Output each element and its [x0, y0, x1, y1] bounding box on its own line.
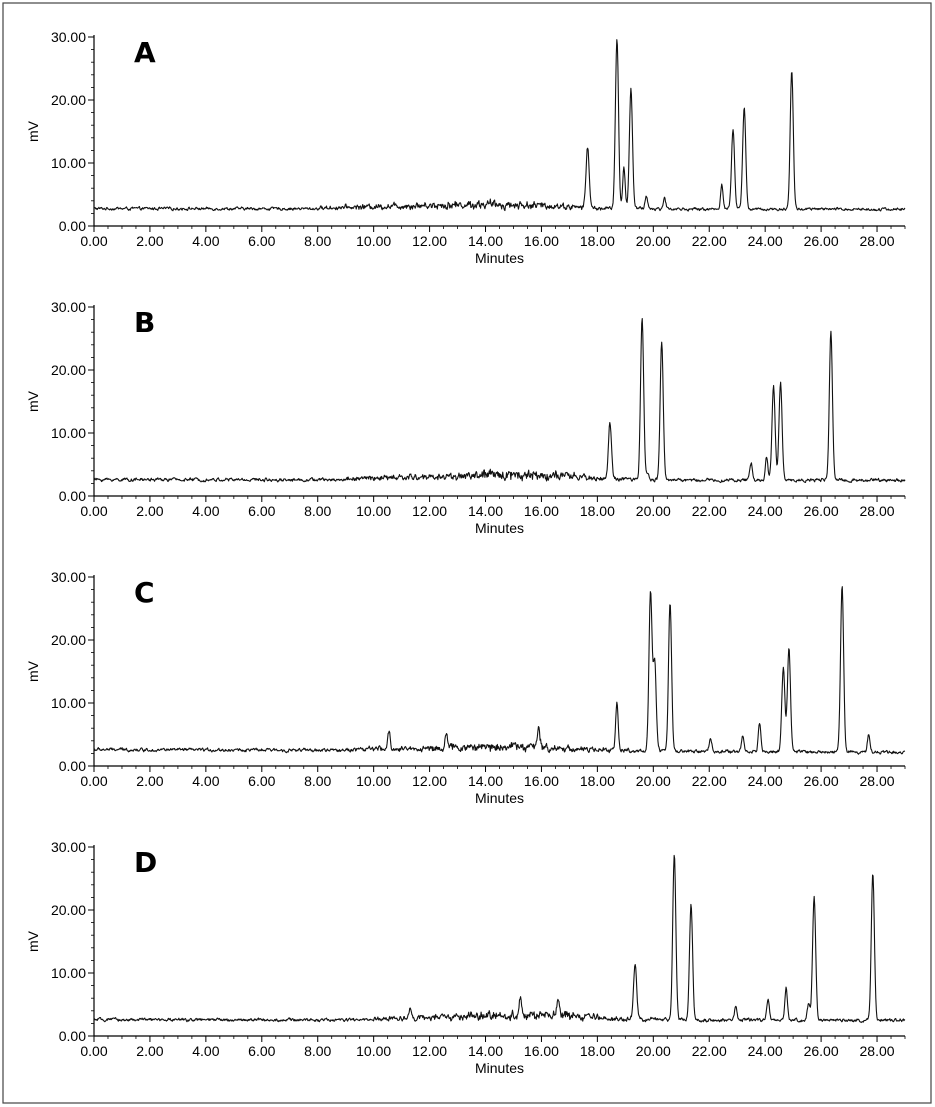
x-tick-label: 2.00: [136, 1043, 163, 1059]
x-tick-label: 22.00: [692, 503, 727, 519]
x-tick-label: 4.00: [192, 503, 219, 519]
x-tick-label: 16.00: [524, 1043, 559, 1059]
x-tick-label: 2.00: [136, 773, 163, 789]
x-tick-label: 24.00: [748, 233, 783, 249]
x-tick-label: 8.00: [304, 503, 331, 519]
x-tick-label: 24.00: [748, 773, 783, 789]
x-tick-label: 6.00: [248, 503, 275, 519]
panel-label: A: [134, 36, 156, 69]
x-tick-label: 28.00: [860, 773, 895, 789]
x-axis-title: Minutes: [475, 520, 524, 536]
x-tick-label: 28.00: [860, 1043, 895, 1059]
y-tick-label: 20.00: [51, 632, 86, 648]
y-tick-label: 20.00: [51, 92, 86, 108]
y-tick-label: 10.00: [51, 695, 86, 711]
x-tick-label: 8.00: [304, 1043, 331, 1059]
x-tick-label: 18.00: [580, 503, 615, 519]
x-tick-label: 28.00: [860, 233, 895, 249]
x-tick-label: 0.00: [80, 1043, 107, 1059]
x-tick-label: 16.00: [524, 773, 559, 789]
x-axis-title: Minutes: [475, 1060, 524, 1076]
panel-label: C: [134, 576, 155, 609]
y-tick-label: 10.00: [51, 155, 86, 171]
chart-panel-a: 0.00 10.00 20.00 30.00 0.00 2.00 4.00 6.00 8.00 1…: [25, 29, 906, 266]
chart-panel-d: 0.00 10.00 20.00 30.00 0.00 2.00 4.00 6.00 8.00 1…: [25, 839, 906, 1076]
x-tick-label: 10.00: [356, 503, 391, 519]
x-tick-label: 28.00: [860, 503, 895, 519]
x-tick-label: 14.00: [468, 773, 503, 789]
x-tick-label: 10.00: [356, 1043, 391, 1059]
x-tick-label: 10.00: [356, 773, 391, 789]
y-tick-label: 10.00: [51, 965, 86, 981]
x-tick-label: 18.00: [580, 233, 615, 249]
y-tick-label: 30.00: [51, 299, 86, 315]
x-tick-label: 0.00: [80, 503, 107, 519]
y-tick-label: 20.00: [51, 902, 86, 918]
x-axis-title: Minutes: [475, 250, 524, 266]
x-tick-label: 26.00: [804, 773, 839, 789]
x-tick-label: 18.00: [580, 773, 615, 789]
x-tick-label: 12.00: [412, 503, 447, 519]
x-tick-label: 16.00: [524, 233, 559, 249]
series-line: [93, 39, 906, 212]
x-tick-label: 12.00: [412, 1043, 447, 1059]
y-tick-label: 0.00: [59, 1028, 86, 1044]
series-line: [93, 854, 906, 1024]
x-tick-label: 2.00: [136, 503, 163, 519]
x-tick-label: 22.00: [692, 773, 727, 789]
x-tick-label: 0.00: [80, 773, 107, 789]
series-line: [93, 318, 906, 484]
x-tick-label: 14.00: [468, 503, 503, 519]
series-line: [93, 586, 906, 755]
x-tick-label: 12.00: [412, 773, 447, 789]
x-tick-label: 20.00: [636, 233, 671, 249]
y-tick-label: 0.00: [59, 758, 86, 774]
x-tick-label: 22.00: [692, 1043, 727, 1059]
y-axis-title: mV: [25, 930, 41, 952]
y-tick-label: 30.00: [51, 29, 86, 45]
x-tick-label: 10.00: [356, 233, 391, 249]
x-tick-label: 14.00: [468, 233, 503, 249]
panel-label: B: [134, 306, 155, 339]
y-tick-label: 10.00: [51, 425, 86, 441]
x-tick-label: 2.00: [136, 233, 163, 249]
y-tick-label: 30.00: [51, 839, 86, 855]
x-tick-label: 20.00: [636, 773, 671, 789]
x-tick-label: 8.00: [304, 773, 331, 789]
x-tick-label: 8.00: [304, 233, 331, 249]
x-tick-label: 18.00: [580, 1043, 615, 1059]
x-tick-label: 4.00: [192, 233, 219, 249]
x-tick-label: 26.00: [804, 503, 839, 519]
panel-label: D: [134, 846, 157, 879]
x-tick-label: 0.00: [80, 233, 107, 249]
y-axis-title: mV: [25, 120, 41, 142]
x-tick-label: 26.00: [804, 1043, 839, 1059]
y-tick-label: 0.00: [59, 218, 86, 234]
y-axis-title: mV: [25, 660, 41, 682]
x-tick-label: 4.00: [192, 1043, 219, 1059]
x-axis-title: Minutes: [475, 790, 524, 806]
chart-panel-b: 0.00 10.00 20.00 30.00 0.00 2.00 4.00 6.00 8.00 1…: [25, 299, 906, 536]
y-axis-title: mV: [25, 390, 41, 412]
x-tick-label: 20.00: [636, 503, 671, 519]
y-tick-label: 30.00: [51, 569, 86, 585]
chart-panel-c: 0.00 10.00 20.00 30.00 0.00 2.00 4.00 6.00 8.00 1…: [25, 569, 906, 806]
x-tick-label: 6.00: [248, 233, 275, 249]
x-tick-label: 6.00: [248, 773, 275, 789]
y-tick-label: 20.00: [51, 362, 86, 378]
x-tick-label: 6.00: [248, 1043, 275, 1059]
x-tick-label: 4.00: [192, 773, 219, 789]
y-tick-label: 0.00: [59, 488, 86, 504]
x-tick-label: 20.00: [636, 1043, 671, 1059]
x-tick-label: 24.00: [748, 503, 783, 519]
x-tick-label: 14.00: [468, 1043, 503, 1059]
x-tick-label: 12.00: [412, 233, 447, 249]
x-tick-label: 22.00: [692, 233, 727, 249]
x-tick-label: 26.00: [804, 233, 839, 249]
x-tick-label: 16.00: [524, 503, 559, 519]
x-tick-label: 24.00: [748, 1043, 783, 1059]
